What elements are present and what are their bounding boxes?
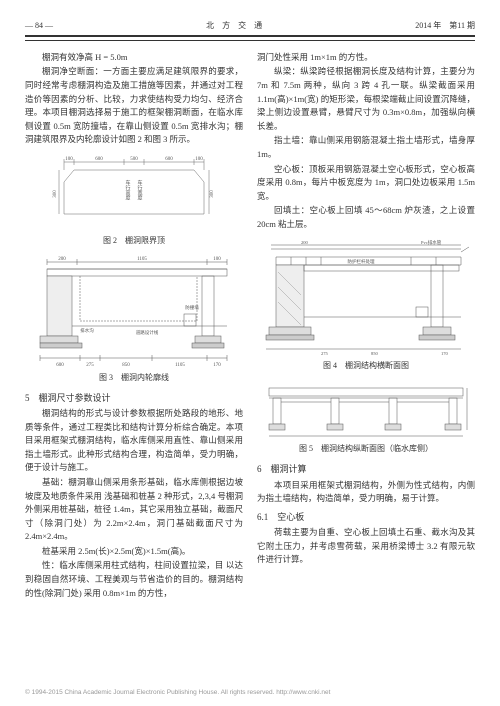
svg-text:100: 100 (65, 157, 73, 162)
left-column: 棚洞有效净高 H = 5.0m 棚洞净空断面：一方面主要应满足建筑限界的要求，同… (25, 51, 243, 601)
figure-2: 100 600 500 600 100 300 300 车行高度 车行宽度 (25, 152, 243, 232)
svg-text:车行高度: 车行高度 (125, 179, 131, 201)
figure-5 (257, 378, 475, 440)
svg-text:300: 300 (210, 190, 215, 198)
section-6-title: 6 棚洞计算 (257, 462, 475, 476)
svg-text:850: 850 (122, 363, 130, 368)
svg-text:1105: 1105 (175, 363, 185, 368)
figure-5-caption: 图 5 棚洞结构纵断面图（临水库侧） (257, 443, 475, 456)
para: 空心板：顶板采用钢筋混凝土空心板形式，空心板高度采用 0.8m，每片中板宽度为 … (257, 163, 475, 204)
figure-4-caption: 图 4 棚洞结构横断面图 (257, 360, 475, 373)
svg-text:275: 275 (86, 363, 94, 368)
para: 棚洞净空断面：一方面主要应满足建筑限界的要求，同时经常考虑棚洞构造及施工措施等因… (25, 65, 243, 147)
svg-text:600: 600 (56, 363, 64, 368)
svg-text:Pvc排水管: Pvc排水管 (421, 239, 442, 246)
para: 棚洞结构的形式与设计参数根据所处路段的地形、地质等条件，通过工程类比和结构计算分… (25, 407, 243, 475)
header-rule (25, 40, 475, 41)
svg-text:275: 275 (321, 351, 329, 356)
para: 指土墙：靠山侧采用钢筋混凝土指土墙形式，墙身厚 1m。 (257, 134, 475, 161)
svg-text:500: 500 (130, 157, 138, 162)
svg-text:车行宽度: 车行宽度 (137, 179, 143, 201)
svg-text:850: 850 (371, 351, 379, 356)
svg-text:300: 300 (53, 190, 58, 198)
svg-text:170: 170 (441, 351, 449, 356)
figure-3: 200 1105 100 600 275 850 1105 170 防撞墙 排水… (25, 254, 243, 369)
journal-name: 北 方 交 通 (206, 20, 262, 33)
svg-text:100: 100 (195, 157, 203, 162)
svg-text:1105: 1105 (137, 257, 147, 262)
para: 本项目采用框架式棚洞结构，外侧为性式结构，内侧为指土墙结构，构造简单，受力明确，… (257, 479, 475, 506)
section-6-1-title: 6.1 空心板 (257, 510, 475, 524)
section-5-title: 5 棚洞尺寸参数设计 (25, 391, 243, 405)
svg-text:防撞墙: 防撞墙 (185, 304, 199, 311)
svg-text:170: 170 (213, 363, 221, 368)
figure-4: 200 Pvc排水管 防护栏杆处理 275 850 170 (257, 237, 475, 357)
right-column: 洞门处性采用 1m×1m 的方性。 纵梁：纵梁跨径根据棚洞长度及结构计算，主要分… (257, 51, 475, 601)
para: 荷载主要为自重、空心板上回填土石重、截水沟及其它附土压力，并考虑雪荷载，采用桥梁… (257, 526, 475, 567)
svg-text:道路设计线: 道路设计线 (135, 329, 158, 336)
para: 回填土：空心板上回填 45～68cm 炉灰渣，之上设置 20cm 粘土层。 (257, 204, 475, 231)
figure-3-caption: 图 3 棚洞内轮廓线 (25, 372, 243, 385)
figure-2-caption: 图 2 棚洞限界顶 (25, 235, 243, 248)
page-header: — 84 — 北 方 交 通 2014 年 第11 期 (25, 20, 475, 37)
issue-info: 2014 年 第11 期 (415, 20, 475, 33)
svg-text:200: 200 (301, 240, 309, 245)
footer-copyright: © 1994-2015 China Academic Journal Elect… (25, 688, 330, 698)
svg-text:排水沟: 排水沟 (80, 327, 94, 334)
para: 性：临水库侧采用柱式结构，柱间设置拉梁，目 以达到稳固自然环境、工程美观与节省造… (25, 559, 243, 600)
para: 洞门处性采用 1m×1m 的方性。 (257, 51, 475, 65)
para: 桩基采用 2.5m(长)×2.5m(宽)×1.5m(高)。 (25, 545, 243, 559)
svg-text:600: 600 (165, 157, 173, 162)
svg-text:防护栏杆处理: 防护栏杆处理 (348, 258, 375, 265)
para: 基础：棚洞靠山侧采用条形基础，临水库侧根据边坡坡度及地质条件采用 浅基础和桩基 … (25, 476, 243, 544)
svg-text:600: 600 (95, 157, 103, 162)
svg-text:200: 200 (58, 257, 66, 262)
para: 纵梁：纵梁跨径根据棚洞长度及结构计算，主要分为 7m 和 7.5m 两种，纵向 … (257, 65, 475, 133)
two-column-layout: 棚洞有效净高 H = 5.0m 棚洞净空断面：一方面主要应满足建筑限界的要求，同… (25, 51, 475, 601)
svg-text:100: 100 (213, 257, 221, 262)
page-number: — 84 — (25, 20, 53, 33)
para: 棚洞有效净高 H = 5.0m (25, 51, 243, 65)
